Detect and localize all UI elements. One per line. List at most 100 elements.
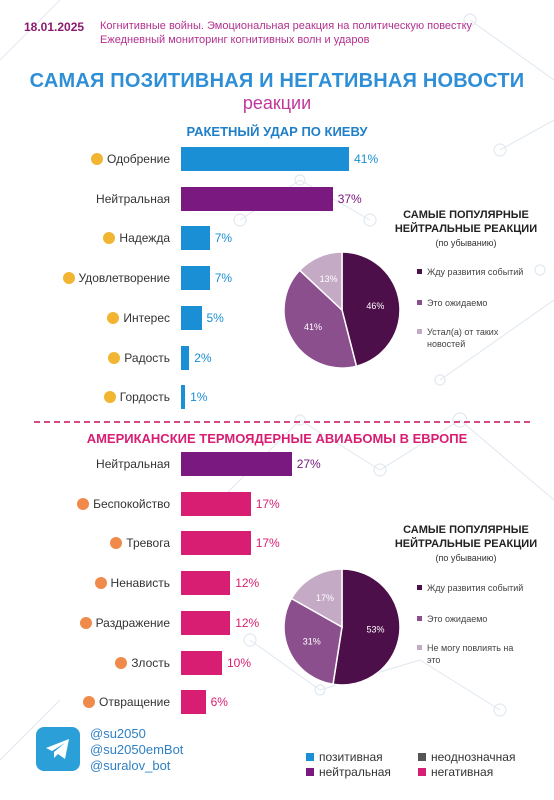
legend-swatch	[418, 768, 426, 776]
bar	[181, 650, 222, 675]
bar-label: Удовлетворение	[0, 271, 170, 285]
telegram-logo-icon[interactable]	[36, 727, 80, 771]
legend-label: неоднозначная	[431, 750, 516, 764]
pie-2-title: САМЫЕ ПОПУЛЯРНЫЕ НЕЙТРАЛЬНЫЕ РЕАКЦИИ	[394, 524, 538, 550]
praying-hands-emoji	[103, 232, 116, 245]
legend-swatch	[417, 616, 422, 621]
legend-swatch	[306, 768, 314, 776]
pie-legend-item: Не могу повлиять на это	[417, 642, 527, 666]
bar	[181, 226, 210, 251]
section-2-title: АМЕРИКАНСКИЕ ТЕРМОЯДЕРНЫЕ АВИАБОМЫ В ЕВР…	[86, 431, 468, 446]
bar	[181, 610, 231, 635]
bar-label-text: Раздражение	[95, 615, 170, 630]
bar-label: Раздражение	[0, 616, 170, 630]
bar	[181, 571, 231, 596]
pie-slice	[290, 568, 343, 629]
bar	[181, 385, 186, 410]
pie-legend-item: Жду развития событий	[417, 266, 527, 278]
header-line-1: Когнитивные войны. Эмоциональная реакция…	[100, 20, 473, 32]
legend-label: нейтральная	[319, 765, 391, 779]
bar-label-text: Ненависть	[110, 576, 170, 591]
bar-value: 17%	[255, 536, 280, 551]
pie-slice	[341, 251, 401, 368]
pie-legend-item: Это ожидаемо	[417, 297, 527, 309]
pie-legend-label: Это ожидаемо	[427, 614, 488, 624]
bar	[181, 491, 251, 516]
bar-label: Радость	[0, 351, 170, 365]
bar-label-text: Одобрение	[107, 152, 170, 166]
nauseated-face-emoji	[83, 696, 96, 709]
pie-slice-label: 46%	[366, 301, 384, 311]
bar	[181, 345, 190, 370]
bar-label-text: Нейтральная	[96, 457, 170, 471]
anxious-face-emoji	[110, 537, 123, 550]
bar-label-text: Интерес	[123, 310, 170, 325]
bar-label-text: Радость	[124, 350, 170, 365]
legend-swatch	[417, 300, 422, 305]
bar-label: Гордость	[0, 390, 170, 404]
bar-value: 5%	[206, 310, 224, 325]
page-title: САМАЯ ПОЗИТИВНАЯ И НЕГАТИВНАЯ НОВОСТИ	[29, 70, 525, 92]
bar-value: 12%	[235, 615, 260, 630]
section-divider	[34, 421, 530, 423]
pie-legend-item: Устал(а) от таких новостей	[417, 326, 527, 350]
bar-label: Нейтральная	[0, 457, 170, 471]
pie-slice-label: 17%	[316, 593, 334, 603]
bar-label: Отвращение	[0, 695, 170, 709]
bar-label-text: Тревога	[126, 536, 170, 551]
bar	[181, 147, 350, 171]
section-1-title: РАКЕТНЫЙ УДАР ПО КИЕВУ	[186, 124, 368, 139]
legend-swatch	[417, 269, 422, 274]
pie-slice-label: 41%	[304, 322, 322, 332]
handle-suralov-bot[interactable]: @suralov_bot	[90, 758, 171, 773]
bar-label: Нейтральная	[0, 192, 170, 206]
bar	[181, 186, 333, 211]
bar-label-text: Гордость	[119, 390, 170, 405]
bar-label-text: Удовлетворение	[78, 271, 171, 286]
pie-2-subtitle: (по убыванию)	[435, 553, 497, 563]
pie-legend-label: Жду развития событий	[427, 583, 524, 593]
bar-label-text: Злость	[131, 655, 170, 670]
pie-1-title: САМЫЕ ПОПУЛЯРНЫЕ НЕЙТРАЛЬНЫЕ РЕАКЦИИ	[394, 209, 538, 235]
bar-value: 7%	[214, 231, 233, 246]
bar	[181, 531, 251, 556]
relieved-face-emoji	[62, 272, 75, 285]
legend-label: негативная	[431, 765, 494, 779]
party-face-emoji	[108, 351, 121, 364]
legend-label: позитивная	[319, 750, 383, 764]
annoyed-face-emoji	[79, 616, 92, 629]
pie-legend-label: Не могу повлиять на это	[427, 643, 514, 665]
legend-swatch	[306, 753, 314, 761]
bar-label: Ненависть	[0, 576, 170, 590]
grimacing-face-emoji	[77, 497, 90, 510]
pie-legend-label: Жду развития событий	[427, 267, 524, 277]
bar-label-text: Отвращение	[99, 695, 170, 710]
bar	[181, 305, 202, 330]
pie-1-subtitle: (по убыванию)	[435, 238, 497, 248]
pie-slice	[298, 251, 343, 312]
handle-su2050embot[interactable]: @su2050emBot	[90, 742, 184, 757]
bar	[181, 452, 292, 476]
bar-value: 17%	[255, 496, 280, 511]
bar-label-text: Нейтральная	[96, 191, 170, 206]
legend-item: нейтральная	[306, 765, 391, 779]
header-line-2: Ежедневный мониторинг когнитивных волн и…	[100, 34, 370, 46]
pie-legend-item: Жду развития событий	[417, 582, 527, 594]
legend-swatch	[417, 329, 422, 334]
page-subtitle: реакции	[242, 93, 312, 113]
rage-face-emoji	[115, 656, 128, 669]
pie-slice	[283, 597, 343, 686]
bar-label: Надежда	[0, 231, 170, 245]
bar-label: Беспокойство	[0, 497, 170, 511]
bar-value: 7%	[214, 271, 233, 286]
medal-emoji	[103, 391, 116, 404]
legend-item: неоднозначная	[418, 750, 515, 764]
bar-label: Злость	[0, 656, 170, 670]
bar-value: 6%	[210, 695, 228, 710]
exclamation-question-emoji	[107, 311, 120, 324]
handle-su2050[interactable]: @su2050	[90, 726, 146, 741]
pie-legend-label: Устал(а) от таких новостей	[427, 327, 499, 349]
pie-slice-label: 31%	[303, 637, 321, 647]
bar	[181, 266, 210, 291]
legend-swatch	[417, 585, 422, 590]
